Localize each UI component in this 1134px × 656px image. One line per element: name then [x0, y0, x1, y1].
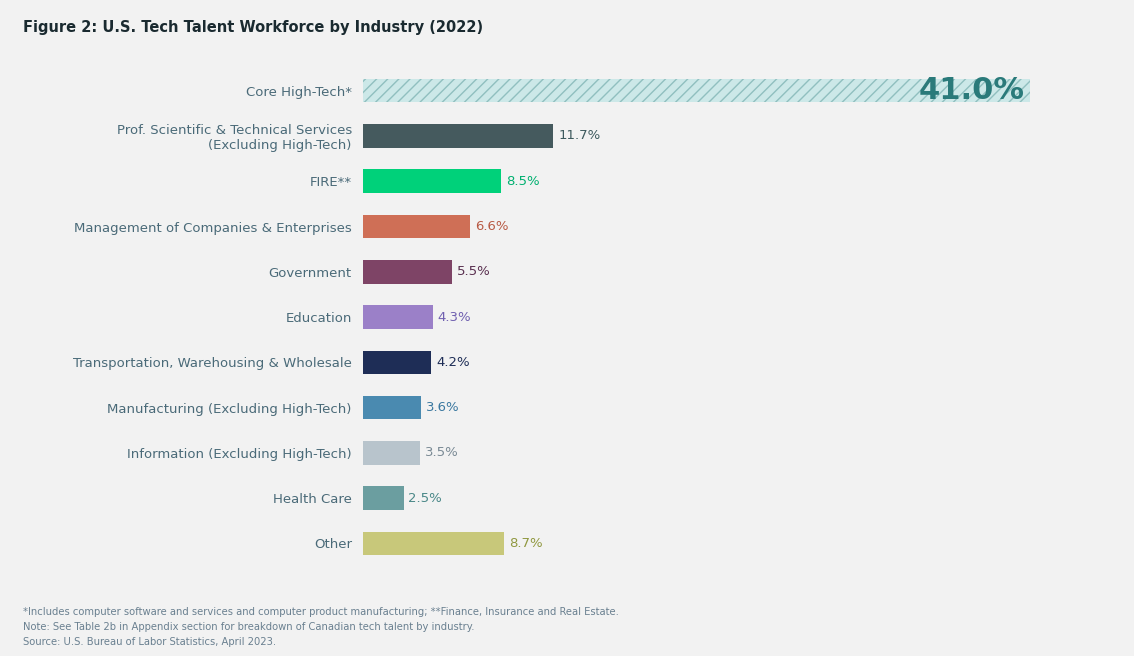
Bar: [363, 79, 1030, 102]
Bar: [363, 124, 553, 148]
Bar: [363, 169, 501, 193]
Bar: [363, 486, 404, 510]
Text: 6.6%: 6.6%: [475, 220, 509, 233]
Bar: [363, 260, 452, 283]
Text: 11.7%: 11.7%: [558, 129, 600, 142]
Text: 8.7%: 8.7%: [509, 537, 543, 550]
Text: *Includes computer software and services and computer product manufacturing; **F: *Includes computer software and services…: [23, 607, 618, 617]
Bar: [363, 531, 505, 555]
Text: Note: See Table 2b in Appendix section for breakdown of Canadian tech talent by : Note: See Table 2b in Appendix section f…: [23, 622, 474, 632]
Bar: [363, 441, 420, 464]
Text: 8.5%: 8.5%: [506, 174, 540, 188]
Text: 41.0%: 41.0%: [919, 76, 1025, 105]
Bar: [363, 215, 471, 238]
Text: 4.3%: 4.3%: [438, 310, 472, 323]
Text: 3.6%: 3.6%: [426, 401, 460, 414]
Bar: [363, 396, 422, 419]
Text: Source: U.S. Bureau of Labor Statistics, April 2023.: Source: U.S. Bureau of Labor Statistics,…: [23, 637, 276, 647]
Text: 5.5%: 5.5%: [457, 265, 491, 278]
Text: 2.5%: 2.5%: [408, 491, 442, 504]
Text: 4.2%: 4.2%: [437, 356, 469, 369]
Text: Figure 2: U.S. Tech Talent Workforce by Industry (2022): Figure 2: U.S. Tech Talent Workforce by …: [23, 20, 483, 35]
Bar: [363, 305, 433, 329]
Bar: [363, 350, 431, 374]
Text: 3.5%: 3.5%: [425, 446, 458, 459]
